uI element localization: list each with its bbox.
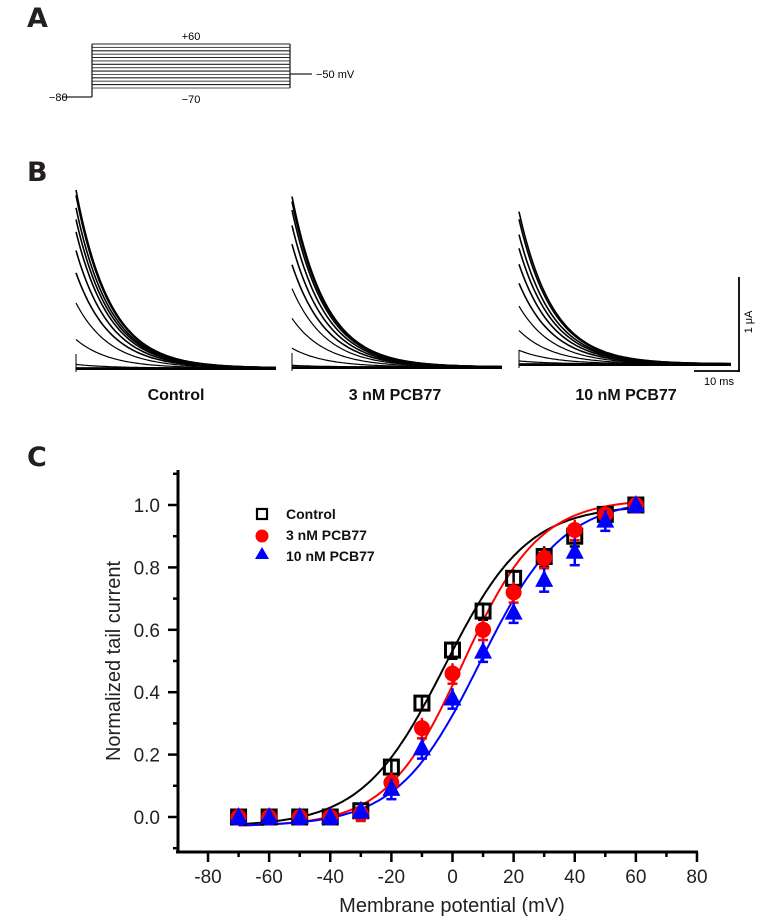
current-trace xyxy=(518,211,731,365)
x-tick-label: 20 xyxy=(503,867,524,888)
data-point-10nm xyxy=(290,807,309,824)
data-point-control xyxy=(444,641,461,659)
trace-label-3nm: 3 nM PCB77 xyxy=(349,387,442,404)
y-tick-label: 1.0 xyxy=(134,496,160,517)
data-point-10nm xyxy=(474,641,493,659)
traces-10nm-pcb77 xyxy=(518,211,731,368)
data-point-control xyxy=(413,694,431,712)
panel-c-letter: C xyxy=(27,442,47,473)
current-traces: Control 3 nM PCB77 10 nM PCB77 1 μA 10 m… xyxy=(75,189,755,404)
y-ticks: 0.0 0.2 0.4 0.6 0.8 1.0 xyxy=(134,472,178,850)
x-tick-label: 0 xyxy=(447,867,458,888)
panel-b-letter: B xyxy=(27,157,48,188)
data-point-10nm xyxy=(260,807,279,824)
data-point-10nm xyxy=(626,495,645,512)
x-tick-label: 40 xyxy=(564,867,585,888)
y-tick-label: 0.4 xyxy=(134,683,161,704)
data-points xyxy=(229,495,645,826)
scale-bar-current-label: 1 μA xyxy=(743,310,755,334)
y-tick-label: 0.8 xyxy=(134,558,160,579)
x-tick-label: -20 xyxy=(378,867,405,888)
data-point-10nm xyxy=(382,778,401,796)
data-point-10nm xyxy=(504,602,523,620)
panel-a-letter: A xyxy=(27,3,48,34)
y-tick-label: 0.2 xyxy=(134,746,160,767)
legend-label-10nm: 10 nM PCB77 xyxy=(286,548,375,564)
chart-legend: Control 3 nM PCB77 10 nM PCB77 xyxy=(255,506,375,564)
trace-label-10nm: 10 nM PCB77 xyxy=(575,387,676,404)
voltage-protocol: +60 −70 −80 −50 mV xyxy=(49,31,355,106)
protocol-top-label: +60 xyxy=(182,31,201,43)
chart-axes xyxy=(176,470,698,854)
data-point-3nm xyxy=(536,550,553,567)
legend-marker-control xyxy=(255,507,269,521)
data-point-10nm xyxy=(565,541,584,559)
traces-control xyxy=(75,189,277,372)
y-axis-title: Normalized tail current xyxy=(103,561,125,762)
legend-label-control: Control xyxy=(286,506,336,522)
data-point-10nm xyxy=(596,510,615,528)
x-ticks: -80 -60 -40 -20 0 20 40 60 80 xyxy=(194,852,708,888)
x-tick-label: 80 xyxy=(686,867,707,888)
legend-marker-10nm xyxy=(255,547,269,559)
data-point-3nm xyxy=(475,621,492,638)
protocol-holding-label: −80 xyxy=(49,92,68,104)
data-point-3nm xyxy=(444,665,461,682)
legend-label-3nm: 3 nM PCB77 xyxy=(286,527,367,543)
x-tick-label: -80 xyxy=(194,867,221,888)
current-trace xyxy=(291,196,502,368)
data-point-3nm xyxy=(566,521,583,538)
data-point-10nm xyxy=(351,800,370,818)
protocol-tail-label: −50 mV xyxy=(316,69,355,81)
data-point-3nm xyxy=(413,720,430,737)
data-point-10nm xyxy=(412,738,431,756)
current-trace xyxy=(75,189,276,369)
traces-3nm-pcb77 xyxy=(291,196,503,371)
data-point-3nm xyxy=(505,584,522,601)
y-tick-label: 0.0 xyxy=(134,808,160,829)
data-point-control xyxy=(474,602,492,620)
y-tick-label: 0.6 xyxy=(134,621,160,642)
data-point-10nm xyxy=(229,807,248,824)
data-point-10nm xyxy=(443,688,462,706)
scale-bar-time-label: 10 ms xyxy=(704,376,734,388)
x-tick-label: 60 xyxy=(625,867,646,888)
data-point-10nm xyxy=(535,569,554,587)
trace-label-control: Control xyxy=(148,387,205,404)
protocol-step-lines xyxy=(92,43,290,89)
protocol-bottom-label: −70 xyxy=(182,94,201,106)
x-axis-title: Membrane potential (mV) xyxy=(339,895,565,917)
x-tick-label: -60 xyxy=(255,867,282,888)
x-tick-label: -40 xyxy=(317,867,344,888)
legend-marker-3nm xyxy=(255,529,269,543)
data-point-10nm xyxy=(321,807,340,824)
